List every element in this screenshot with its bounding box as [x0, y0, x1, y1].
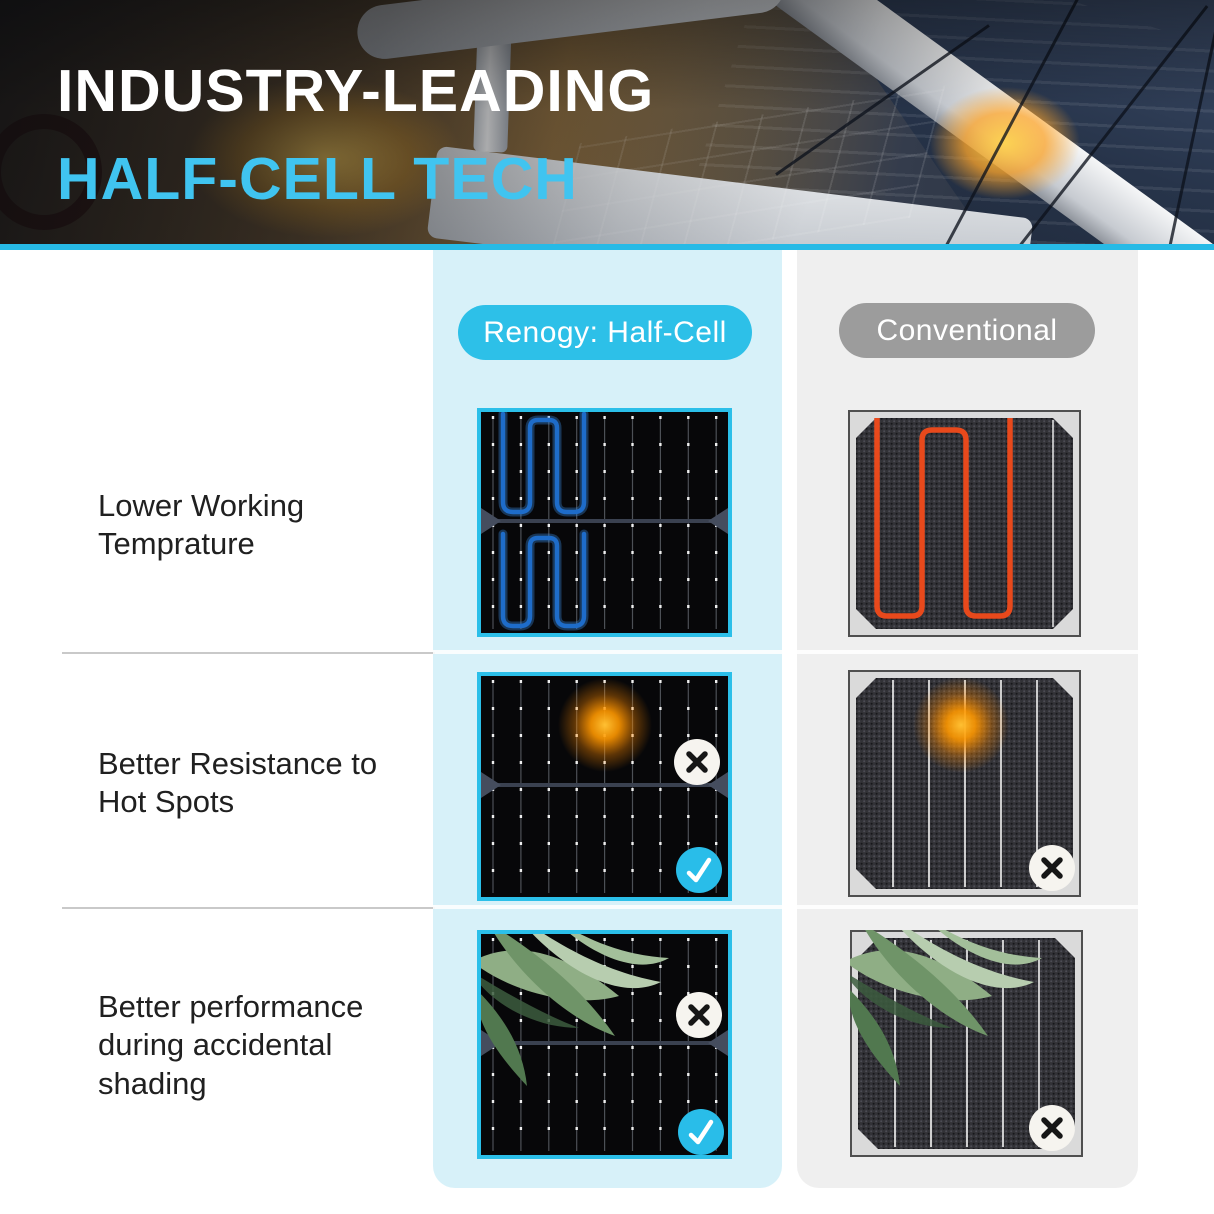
- renogy-column-label: Renogy: Half-Cell: [483, 315, 727, 349]
- page-title-line1: INDUSTRY-LEADING: [57, 58, 655, 124]
- renogy-panel-row1: [477, 408, 732, 637]
- half-cut-notch-left: [481, 772, 501, 798]
- column-row-divider: [797, 650, 1138, 654]
- column-row-divider: [433, 650, 782, 654]
- row-divider: [62, 652, 435, 654]
- accent-stripe: [0, 244, 1214, 250]
- row-divider: [62, 907, 435, 909]
- renogy-column-badge: Renogy: Half-Cell: [458, 305, 752, 360]
- half-cut-notch-right: [708, 772, 728, 798]
- blue-serpentine-circuit: [498, 412, 589, 631]
- fail-badge-icon: [674, 739, 720, 785]
- pass-badge-icon: [676, 847, 722, 893]
- half-cut-notch-right: [708, 1030, 728, 1056]
- renogy-panel-row3: [477, 930, 732, 1159]
- renogy-panel-row2: [477, 672, 732, 901]
- half-cut-line: [481, 1041, 728, 1045]
- hero-photo: INDUSTRY-LEADING HALF-CELL TECH: [0, 0, 1214, 244]
- feature-label-hotspots: Better Resistance to Hot Spots: [98, 746, 378, 820]
- conventional-panel-row1: [848, 410, 1081, 637]
- conventional-column-badge: Conventional: [839, 303, 1095, 358]
- column-row-divider: [797, 905, 1138, 909]
- conventional-column-label: Conventional: [876, 313, 1058, 347]
- hero-dark-overlay: [0, 0, 1214, 244]
- pass-badge-icon: [678, 1109, 724, 1155]
- half-cut-line: [481, 783, 728, 787]
- fail-badge-icon: [1029, 1105, 1075, 1151]
- hotspot-glow: [558, 678, 652, 772]
- half-cut-notch-right: [708, 508, 728, 534]
- conventional-panel-row2: [848, 670, 1081, 897]
- half-cut-line: [481, 519, 728, 523]
- feature-label-shading: Better performance during accidental sha…: [98, 989, 364, 1101]
- red-serpentine-circuit: [874, 418, 1013, 619]
- feature-label-temperature: Lower Working Temprature: [98, 488, 305, 562]
- half-cut-notch-left: [481, 508, 501, 534]
- fail-badge-icon: [676, 992, 722, 1038]
- page-title-line2: HALF-CELL TECH: [57, 146, 578, 212]
- column-row-divider: [433, 905, 782, 909]
- hotspot-glow: [913, 677, 1009, 773]
- half-cut-notch-left: [481, 1030, 501, 1056]
- fail-badge-icon: [1029, 845, 1075, 891]
- shading-leaf: [481, 934, 669, 1086]
- conventional-panel-row3: [850, 930, 1083, 1157]
